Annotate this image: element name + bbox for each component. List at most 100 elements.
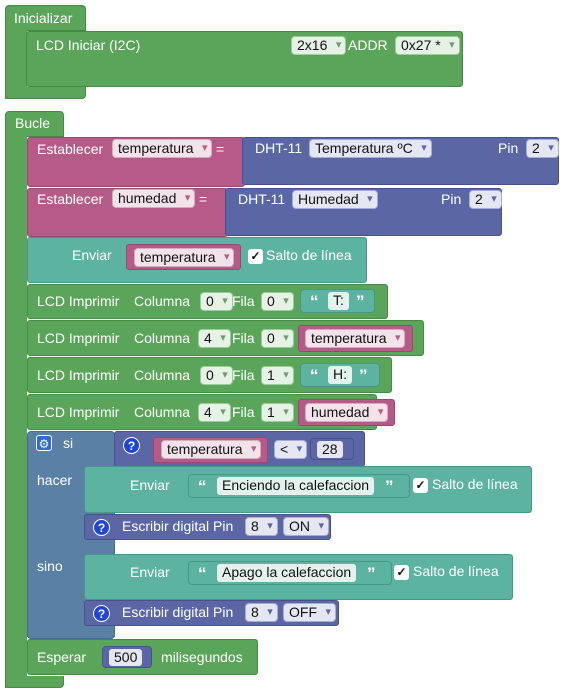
else-label: sino <box>37 558 63 574</box>
dht-hum-block[interactable]: DHT-11 Humedad Pin 2 <box>225 188 502 236</box>
send-then-text-value[interactable]: Enciendo la calefaccion <box>217 477 375 495</box>
text-literal: “ T: ” <box>300 289 375 313</box>
wait-value: 500 <box>102 646 152 668</box>
init-label: Inicializar <box>14 10 73 26</box>
if-label: si <box>63 435 74 451</box>
send-then-block[interactable]: Enviar “ Enciendo la calefaccion ” ✓ Sal… <box>84 466 532 513</box>
row-dropdown[interactable]: 0 <box>261 292 294 311</box>
send1-newline-label: Salto de línea <box>266 247 352 263</box>
dht-temp-mode-dropdown[interactable]: Temperatura ºC <box>309 139 432 158</box>
help-icon[interactable]: ? <box>123 437 140 454</box>
digital-write-then-pin[interactable]: 8 <box>245 517 278 536</box>
text-value[interactable]: T: <box>328 292 349 310</box>
col-dropdown[interactable]: 4 <box>198 403 231 422</box>
dht-temp-block[interactable]: DHT-11 Temperatura ºC Pin 2 <box>242 137 559 185</box>
quote-open-icon: “ <box>310 366 319 385</box>
help-icon[interactable]: ? <box>93 605 110 622</box>
row-label: Fila <box>232 330 255 346</box>
dht-temp-pin-label: Pin <box>498 140 519 156</box>
send-else-block[interactable]: Enviar “ Apago la calefaccion ” ✓ Salto … <box>84 554 513 600</box>
loop-label: Bucle <box>15 115 51 131</box>
dht-temp-sensor: DHT-11 <box>255 140 303 156</box>
quote-close-icon: ” <box>359 366 368 385</box>
set-hum-var-dropdown[interactable]: humedad <box>112 189 196 208</box>
var-dropdown[interactable]: humedad <box>305 403 389 422</box>
dht-temp-pin-dropdown[interactable]: 2 <box>526 139 559 158</box>
loop-block[interactable] <box>5 111 64 137</box>
lcd-addr-label: ADDR <box>348 37 388 53</box>
wait-value-input[interactable]: 500 <box>109 649 143 666</box>
set-temp-label: Establecer <box>37 141 104 157</box>
row-label: Fila <box>232 367 255 383</box>
digital-write-then-label: Escribir digital Pin <box>122 518 234 534</box>
col-label: Columna <box>134 367 191 383</box>
compare-op-dropdown[interactable]: < <box>274 440 308 459</box>
do-label: hacer <box>37 472 73 488</box>
lcd-addr-dropdown[interactable]: 0x27 * <box>395 36 460 55</box>
row-dropdown[interactable]: 0 <box>261 329 294 348</box>
text-value[interactable]: H: <box>328 366 352 384</box>
lcd-print-label: LCD Imprimir <box>37 404 120 420</box>
row-dropdown[interactable]: 1 <box>261 366 294 385</box>
col-dropdown[interactable]: 0 <box>200 292 233 311</box>
dht-hum-pin-label: Pin <box>441 191 462 207</box>
init-block[interactable] <box>5 5 86 31</box>
lcd-print-label: LCD Imprimir <box>37 293 120 309</box>
init-footer <box>5 87 86 99</box>
quote-open-icon: “ <box>198 477 207 496</box>
send-then-label: Enviar <box>130 477 170 493</box>
col-label: Columna <box>134 330 191 346</box>
compare-block[interactable]: ? temperatura < 28 <box>114 431 365 467</box>
dht-hum-pin-dropdown[interactable]: 2 <box>469 190 502 209</box>
set-hum-label: Establecer <box>37 191 104 207</box>
loop-body-strip <box>5 135 27 688</box>
lcd-size-dropdown[interactable]: 2x16 <box>291 36 347 55</box>
send-else-newline-checkbox[interactable]: ✓ <box>394 565 409 580</box>
send1-var-dropdown[interactable]: temperatura <box>134 248 235 267</box>
dht-hum-sensor: DHT-11 <box>238 191 286 207</box>
quote-open-icon: “ <box>198 564 207 583</box>
digital-write-else-block[interactable]: ? Escribir digital Pin 8 OFF <box>84 600 339 626</box>
row-dropdown[interactable]: 1 <box>261 403 294 422</box>
send-then-text: “ Enciendo la calefaccion ” <box>188 474 410 498</box>
digital-write-else-state[interactable]: OFF <box>283 603 336 622</box>
digital-write-else-pin[interactable]: 8 <box>245 603 278 622</box>
set-temp-var-dropdown[interactable]: temperatura <box>112 139 213 158</box>
quote-close-icon: ” <box>367 564 376 583</box>
dht-hum-mode-dropdown[interactable]: Humedad <box>292 190 378 209</box>
col-label: Columna <box>134 293 191 309</box>
col-dropdown[interactable]: 0 <box>200 366 233 385</box>
row-label: Fila <box>232 293 255 309</box>
lcd-print-block-1[interactable]: LCD Imprimir Columna 0 Fila 0 “ T: ” <box>27 284 388 319</box>
send-else-text-value[interactable]: Apago la calefaccion <box>217 564 357 582</box>
send-else-newline-label: Salto de línea <box>413 563 499 579</box>
lcd-print-label: LCD Imprimir <box>37 367 120 383</box>
lcd-print-block-4[interactable]: LCD Imprimir Columna 4 Fila 1 humedad <box>27 394 395 430</box>
digital-write-else-label: Escribir digital Pin <box>122 604 234 620</box>
send-else-label: Enviar <box>130 564 170 580</box>
compare-value-input[interactable]: 28 <box>317 441 343 458</box>
lcd-init-label: LCD Iniciar (I2C) <box>36 37 141 53</box>
lcd-print-block-3[interactable]: LCD Imprimir Columna 0 Fila 1 “ H: ” <box>27 357 392 393</box>
wait-block[interactable]: Esperar 500 milisegundos <box>27 639 258 675</box>
digital-write-then-state[interactable]: ON <box>283 517 329 536</box>
var-dropdown[interactable]: temperatura <box>305 329 406 348</box>
gear-icon[interactable]: ⚙ <box>36 435 52 451</box>
send-temperature-block[interactable]: Enviar temperatura ✓ Salto de línea <box>27 237 367 283</box>
cond-var-dropdown[interactable]: temperatura <box>161 440 262 459</box>
init-body-strip <box>5 29 27 99</box>
set-temp-eq: = <box>216 141 225 157</box>
lcd-print-block-2[interactable]: LCD Imprimir Columna 4 Fila 0 temperatur… <box>27 320 424 356</box>
col-label: Columna <box>134 404 191 420</box>
row-label: Fila <box>232 404 255 420</box>
set-humidity-block[interactable]: Establecer humedad = <box>27 188 228 237</box>
digital-write-then-block[interactable]: ? Escribir digital Pin 8 ON <box>84 514 331 540</box>
help-icon[interactable]: ? <box>93 519 110 536</box>
set-temperature-block[interactable]: Establecer temperatura = <box>27 137 245 187</box>
quote-close-icon: ” <box>385 477 394 496</box>
send1-newline-checkbox[interactable]: ✓ <box>248 249 263 264</box>
set-hum-eq: = <box>199 191 208 207</box>
lcd-init-block[interactable]: LCD Iniciar (I2C) 2x16 ADDR 0x27 * <box>26 31 463 87</box>
send-then-newline-checkbox[interactable]: ✓ <box>413 478 428 493</box>
col-dropdown[interactable]: 4 <box>198 329 231 348</box>
